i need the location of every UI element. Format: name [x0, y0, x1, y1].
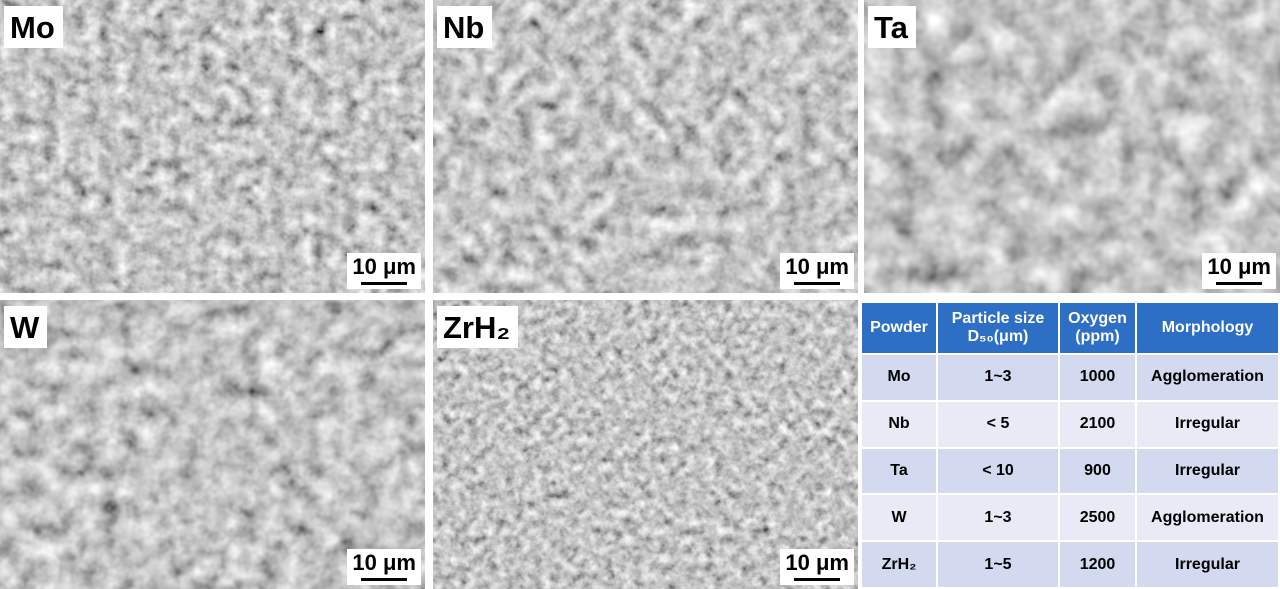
scale-bar: 10 μm: [780, 253, 854, 289]
sem-texture: [864, 0, 1280, 293]
header-text: Powder: [870, 319, 928, 337]
sem-image: Mo 10 μm: [0, 0, 425, 293]
scale-bar-text: 10 μm: [1207, 254, 1271, 279]
sem-image: Nb 10 μm: [433, 0, 858, 293]
scale-bar-line: [361, 282, 407, 285]
panel-label: ZrH₂: [437, 306, 518, 348]
sem-image: ZrH₂ 10 μm: [433, 300, 858, 589]
header-cell: Morphology: [1137, 303, 1280, 355]
table-cell: Agglomeration: [1137, 495, 1280, 542]
panel-label: Nb: [437, 6, 492, 48]
texture: [864, 0, 1280, 293]
sem-image: Ta 10 μm: [864, 0, 1280, 293]
table-cell: 1200: [1060, 542, 1137, 589]
texture: [433, 0, 858, 293]
panel-label: Mo: [4, 6, 63, 48]
table-cell: Nb: [862, 402, 938, 449]
table-cell: Irregular: [1137, 449, 1280, 496]
table-cell: 1~3: [938, 355, 1060, 402]
scale-bar-line: [794, 578, 840, 581]
texture: [0, 0, 425, 293]
scale-bar-text: 10 μm: [352, 254, 416, 279]
panel-label: Ta: [868, 6, 916, 48]
header-text: Oxygen: [1068, 310, 1127, 328]
scale-bar: 10 μm: [1202, 253, 1276, 289]
sem-image: W 10 μm: [0, 300, 425, 589]
table-cell: 1~3: [938, 495, 1060, 542]
table-cell: 900: [1060, 449, 1137, 496]
scale-bar: 10 μm: [780, 549, 854, 585]
scale-bar-line: [361, 578, 407, 581]
scale-bar-line: [794, 282, 840, 285]
sem-texture: [433, 0, 858, 293]
scale-bar: 10 μm: [347, 549, 421, 585]
header-text: Particle size: [952, 310, 1045, 328]
figure: Mo 10 μm Nb 10 μm Ta 10 μm W 10 μm ZrH₂ 10 μm Pow…: [0, 0, 1280, 589]
scale-bar-text: 10 μm: [352, 550, 416, 575]
table-cell: 1~5: [938, 542, 1060, 589]
table-cell: 2100: [1060, 402, 1137, 449]
panel-label: W: [4, 306, 47, 348]
table-cell: 2500: [1060, 495, 1137, 542]
header-text: D₅₀(μm): [968, 328, 1029, 346]
table-cell: Irregular: [1137, 402, 1280, 449]
table-cell: 1000: [1060, 355, 1137, 402]
table-cell: < 5: [938, 402, 1060, 449]
header-text: Morphology: [1162, 319, 1254, 337]
scale-bar: 10 μm: [347, 253, 421, 289]
texture: [0, 300, 425, 589]
table-cell: Irregular: [1137, 542, 1280, 589]
table-cell: Agglomeration: [1137, 355, 1280, 402]
sem-texture: [0, 300, 425, 589]
table-cell: ZrH₂: [862, 542, 938, 589]
header-cell: Powder: [862, 303, 938, 355]
scale-bar-text: 10 μm: [785, 550, 849, 575]
table-cell: Ta: [862, 449, 938, 496]
table-cell: Mo: [862, 355, 938, 402]
scale-bar-line: [1216, 282, 1262, 285]
sem-texture: [0, 0, 425, 293]
table-cell: W: [862, 495, 938, 542]
header-cell: Oxygen(ppm): [1060, 303, 1137, 355]
scale-bar-text: 10 μm: [785, 254, 849, 279]
header-text: (ppm): [1075, 328, 1119, 346]
table-cell: < 10: [938, 449, 1060, 496]
